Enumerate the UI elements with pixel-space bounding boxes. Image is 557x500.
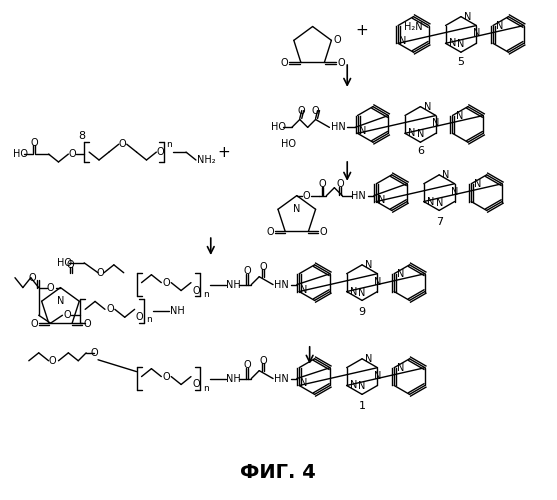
Text: n: n (167, 140, 172, 148)
Text: O: O (243, 360, 251, 370)
Text: O: O (163, 278, 170, 287)
Text: n: n (146, 314, 152, 324)
Text: n: n (203, 290, 209, 299)
Text: HN: HN (351, 190, 365, 200)
Text: N: N (464, 12, 472, 22)
Text: N: N (442, 170, 450, 180)
Text: NH: NH (226, 280, 241, 289)
Text: HN: HN (273, 374, 289, 384)
Text: HO: HO (13, 149, 28, 159)
Text: N: N (408, 128, 416, 138)
Text: N: N (451, 186, 458, 196)
Text: 7: 7 (436, 218, 443, 228)
Text: 9: 9 (359, 308, 365, 318)
Text: N: N (432, 118, 439, 128)
Text: O: O (338, 58, 345, 68)
Text: O: O (266, 228, 274, 237)
Text: O: O (90, 348, 98, 358)
Text: 1: 1 (359, 401, 365, 411)
Text: N: N (456, 110, 463, 120)
Text: O: O (312, 106, 319, 116)
Text: 5: 5 (457, 57, 465, 67)
Text: N: N (358, 382, 366, 392)
Text: NH: NH (170, 306, 184, 316)
Text: HN: HN (331, 122, 346, 132)
Text: N: N (365, 354, 373, 364)
Text: O: O (320, 228, 327, 237)
Text: O: O (96, 268, 104, 278)
Text: N: N (300, 284, 308, 294)
Text: N: N (365, 260, 373, 270)
Text: 8: 8 (79, 132, 86, 141)
Text: O: O (298, 106, 306, 116)
Text: HO: HO (281, 139, 296, 149)
Text: O: O (66, 260, 74, 270)
Text: O: O (119, 139, 126, 149)
Text: O: O (336, 178, 344, 188)
Text: O: O (260, 356, 267, 366)
Text: N: N (473, 28, 480, 38)
Text: O: O (157, 147, 164, 157)
Text: O: O (69, 149, 76, 159)
Text: N: N (399, 36, 407, 46)
Text: O: O (334, 36, 341, 46)
Text: HO: HO (57, 258, 72, 268)
Text: N: N (359, 126, 366, 136)
Text: N: N (436, 198, 443, 207)
Text: N: N (457, 40, 465, 50)
Text: O: O (47, 282, 55, 292)
Text: N: N (475, 178, 482, 188)
Text: N: N (449, 38, 456, 48)
Text: N: N (417, 130, 424, 140)
Text: O: O (31, 138, 38, 148)
Text: N: N (427, 196, 434, 206)
Text: O: O (280, 58, 288, 68)
Text: 6: 6 (417, 146, 424, 156)
Text: n: n (203, 384, 209, 393)
Text: O: O (30, 320, 38, 330)
Text: N: N (300, 378, 308, 388)
Text: O: O (83, 320, 91, 330)
Text: O: O (192, 380, 200, 390)
Text: H₂N: H₂N (404, 22, 422, 32)
Text: N: N (378, 194, 385, 204)
Text: NH₂: NH₂ (197, 155, 215, 165)
Text: O: O (303, 190, 310, 200)
Text: N: N (57, 296, 64, 306)
Text: N: N (424, 102, 431, 112)
Text: ФИГ. 4: ФИГ. 4 (240, 463, 316, 482)
Text: HN: HN (273, 280, 289, 289)
Text: N: N (397, 268, 405, 278)
Text: O: O (319, 178, 326, 188)
Text: +: + (356, 23, 368, 38)
Text: O: O (136, 312, 143, 322)
Text: N: N (350, 380, 357, 390)
Text: N: N (358, 288, 366, 298)
Text: HO: HO (271, 122, 286, 132)
Text: N: N (397, 362, 405, 372)
Text: N: N (496, 20, 504, 30)
Text: O: O (260, 262, 267, 272)
Text: O: O (48, 356, 56, 366)
Text: O: O (192, 286, 200, 296)
Text: NH: NH (226, 374, 241, 384)
Text: N: N (350, 286, 357, 296)
Text: O: O (163, 372, 170, 382)
Text: O: O (29, 272, 37, 282)
Text: N: N (293, 204, 300, 214)
Text: N: N (374, 276, 381, 286)
Text: O: O (63, 310, 71, 320)
Text: N: N (374, 370, 381, 380)
Text: O: O (243, 266, 251, 276)
Text: +: + (217, 144, 230, 160)
Text: O: O (106, 304, 114, 314)
